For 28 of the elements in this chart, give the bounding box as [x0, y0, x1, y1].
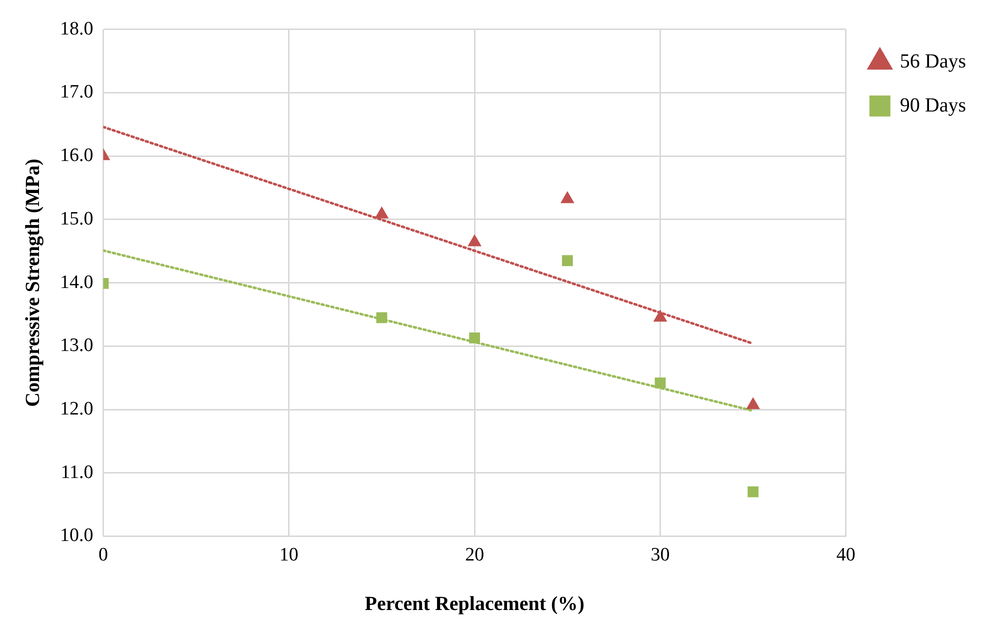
point — [468, 234, 482, 246]
y-tick-label: 12.0 — [60, 398, 94, 420]
x-tick-label: 30 — [650, 544, 670, 566]
legend-label: 56 Days — [900, 50, 966, 72]
y-tick-label: 11.0 — [60, 462, 94, 483]
point — [654, 377, 666, 388]
point — [562, 255, 573, 266]
y-tick-label: 17.0 — [60, 82, 94, 103]
y-tick-label: 15.0 — [60, 208, 94, 230]
point — [376, 312, 388, 324]
x-axis-title: Percent Replacement (%) — [364, 593, 584, 616]
legend-label: 90 Days — [900, 94, 966, 116]
y-tick-label: 18.0 — [60, 18, 94, 40]
point — [375, 206, 388, 218]
y-tick-label: 16.0 — [60, 145, 94, 166]
point — [746, 398, 760, 410]
point — [469, 332, 480, 344]
x-tick-label: 0 — [98, 544, 108, 566]
x-tick-label: 20 — [465, 544, 484, 566]
y-axis-title: Compressive Strength (MPa) — [22, 158, 44, 407]
y-tick-label: 14.0 — [60, 272, 94, 293]
x-tick-label: 40 — [836, 544, 856, 566]
point — [654, 310, 667, 322]
point — [748, 486, 759, 498]
point — [560, 192, 574, 204]
y-tick-label: 10.0 — [60, 525, 94, 546]
y-tick-label: 13.0 — [60, 335, 94, 356]
x-tick-label: 10 — [279, 544, 298, 566]
